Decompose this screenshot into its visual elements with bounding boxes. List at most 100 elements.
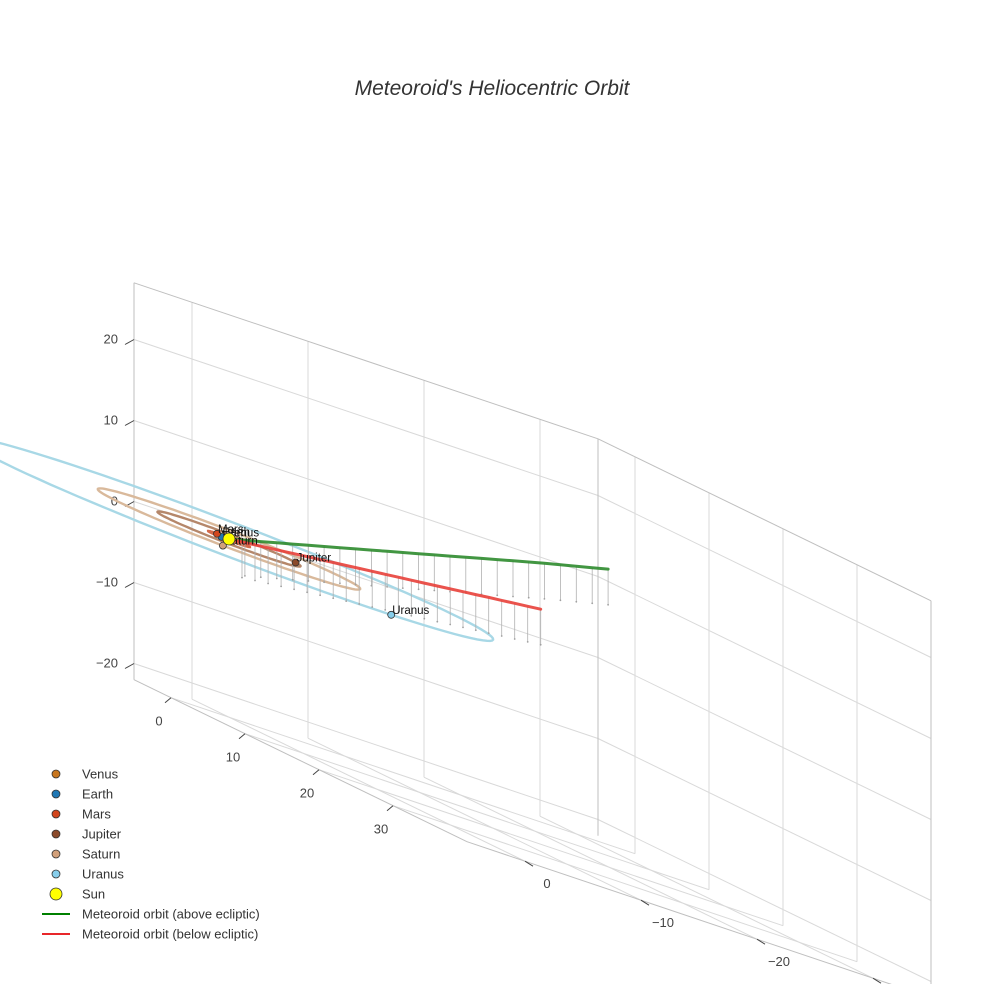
dropline-foot: [291, 578, 294, 581]
dropline-foot: [436, 620, 439, 623]
z-tick-label: −20: [96, 656, 118, 671]
y-tick-mark: [872, 977, 882, 984]
axis-box-edge: [133, 679, 468, 843]
legend-marker-swatch: [51, 829, 61, 839]
dropline-foot: [449, 623, 452, 626]
planet-marker: [291, 558, 300, 567]
x-tick-mark: [164, 697, 172, 704]
legend-label: Earth: [82, 787, 113, 802]
legend-marker-swatch: [49, 887, 63, 901]
floor-grid-line: [392, 805, 858, 963]
dropline-foot: [323, 581, 325, 584]
legend-label: Jupiter: [82, 827, 122, 842]
x-tick-label: 0: [155, 714, 162, 729]
planet-label: Uranus: [392, 605, 429, 617]
dropline-foot: [293, 588, 295, 591]
dropline-foot: [591, 602, 594, 605]
legend-label: Uranus: [82, 867, 124, 882]
y-tick-label: 0: [543, 876, 550, 891]
legend-label: Venus: [82, 767, 119, 782]
dropline-foot: [307, 580, 310, 582]
planet-label: Jupiter: [297, 553, 332, 565]
z-tick-label: 10: [104, 413, 118, 428]
dropline-foot: [500, 635, 503, 637]
left-wall-grid-line: [133, 663, 599, 820]
x-tick-label: 30: [374, 822, 388, 837]
x-tick-label: 20: [300, 786, 314, 801]
floor-grid-line: [307, 737, 642, 901]
meteoroid-orbit-line: [227, 537, 543, 611]
dropline-foot: [559, 599, 562, 602]
dropline-foot: [332, 597, 335, 600]
back-wall-grid-line: [597, 738, 932, 901]
planet-marker: [218, 541, 227, 550]
planet-marker: [222, 532, 236, 546]
dropline-foot: [410, 614, 413, 617]
legend-label: Sun: [82, 887, 105, 902]
legend-marker-swatch: [51, 769, 61, 779]
dropline-foot: [345, 600, 348, 602]
dropline-foot: [354, 583, 357, 586]
dropline-foot: [358, 603, 361, 605]
z-tick-label: 20: [104, 332, 118, 347]
back-wall-grid-line: [597, 576, 932, 739]
legend-label: Mars: [82, 807, 111, 822]
y-tick-mark: [524, 860, 534, 867]
orbit-ring: [96, 487, 362, 591]
dropline-foot: [539, 643, 542, 646]
floor-grid-line: [170, 697, 636, 855]
dropline-foot: [474, 629, 477, 632]
dropline-foot: [267, 582, 269, 585]
x-tick-label: 10: [226, 750, 240, 765]
dropline-foot: [306, 591, 308, 594]
planet-marker: [213, 529, 221, 538]
floor-grid-line: [539, 815, 874, 979]
dropline-foot: [397, 612, 400, 614]
dropline-foot: [575, 600, 578, 603]
dropline-foot: [433, 589, 436, 592]
y-tick-mark: [756, 938, 766, 945]
chart-title: Meteoroid's Heliocentric Orbit: [355, 77, 631, 100]
dropline-foot: [607, 603, 609, 606]
axis-box-edge: [466, 841, 892, 984]
dropline-foot: [254, 579, 256, 582]
dropline-foot: [280, 585, 282, 588]
orbit-ring: [156, 510, 302, 568]
back-wall-grid-line: [597, 657, 932, 820]
dropline-foot: [526, 641, 529, 643]
dropline-foot: [241, 576, 243, 579]
legend-marker-swatch: [51, 809, 61, 819]
z-tick-mark: [124, 663, 135, 669]
dropline-foot: [543, 598, 546, 600]
legend-label: Meteoroid orbit (below ecliptic): [82, 927, 258, 942]
legend-marker-swatch: [51, 869, 61, 879]
dropline-foot: [384, 609, 387, 611]
axis-box-edge: [597, 438, 932, 602]
back-wall-grid-line: [597, 495, 932, 658]
dropline-foot: [513, 638, 516, 640]
dropline-foot: [371, 606, 374, 608]
y-tick-label: −20: [768, 954, 790, 969]
legend-marker-swatch: [51, 849, 61, 859]
dropline-foot: [462, 626, 464, 629]
dropline-foot: [275, 577, 278, 580]
dropline-foot: [527, 596, 530, 599]
legend-label: Meteoroid orbit (above ecliptic): [82, 907, 260, 922]
x-tick-mark: [238, 733, 246, 740]
axis-box-edge: [133, 282, 599, 440]
dropline-foot: [496, 594, 499, 597]
z-tick-mark: [124, 339, 135, 345]
left-wall-grid-line: [133, 582, 599, 739]
y-tick-label: −10: [652, 915, 674, 930]
dropline-foot: [386, 586, 388, 588]
dropline-foot: [487, 632, 490, 634]
plot-scene: 01020300−10−20−30−20−1001020VenusEarthMa…: [0, 282, 932, 984]
x-tick-mark: [312, 769, 320, 776]
floor-grid-line: [423, 776, 758, 940]
planet-label: Venus: [227, 527, 259, 539]
dropline-foot: [423, 617, 426, 620]
orbit-ring: [0, 441, 495, 643]
dropline-foot: [259, 576, 262, 579]
floor-grid-line: [318, 769, 784, 927]
back-wall-grid-line: [597, 819, 932, 982]
